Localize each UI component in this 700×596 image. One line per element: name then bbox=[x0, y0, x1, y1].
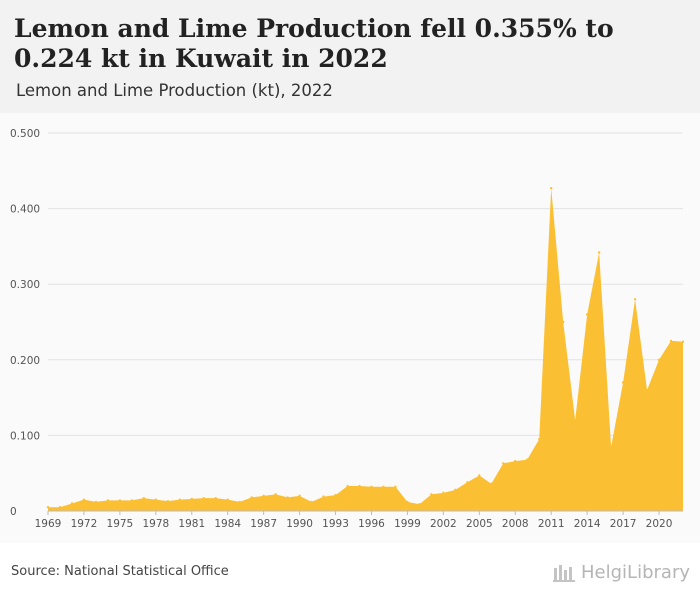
data-point bbox=[466, 481, 469, 484]
data-point bbox=[322, 495, 325, 498]
data-point bbox=[621, 381, 625, 384]
y-tick-label: 0.500 bbox=[10, 128, 40, 140]
data-point bbox=[130, 499, 134, 502]
data-point bbox=[94, 500, 98, 504]
data-point bbox=[406, 500, 409, 504]
data-point bbox=[82, 498, 86, 501]
y-tick-label: 0 bbox=[10, 506, 17, 518]
data-point bbox=[454, 488, 457, 492]
data-point bbox=[597, 251, 601, 254]
data-point bbox=[573, 419, 577, 422]
x-tick-label: 2014 bbox=[574, 518, 601, 530]
x-tick-label: 1990 bbox=[286, 518, 313, 530]
x-tick-label: 1987 bbox=[250, 518, 277, 530]
data-point bbox=[214, 496, 217, 500]
data-point bbox=[370, 485, 373, 489]
x-tick-label: 2011 bbox=[538, 518, 565, 530]
chart-area: 0 0.100 0.200 0.300 0.400 0.500 1969 1972 1975 19… bbox=[0, 113, 700, 543]
x-tick-label: 2017 bbox=[610, 518, 637, 530]
data-point bbox=[202, 496, 205, 500]
data-point bbox=[550, 186, 553, 190]
data-point bbox=[118, 499, 122, 502]
library-icon bbox=[553, 565, 576, 582]
data-point bbox=[430, 493, 433, 496]
data-point bbox=[609, 445, 613, 448]
brand-logo[interactable]: HelgiLibrary bbox=[553, 558, 690, 586]
header: Lemon and Lime Production fell 0.355% to… bbox=[0, 0, 700, 113]
page-title: Lemon and Lime Production fell 0.355% to… bbox=[14, 14, 614, 73]
data-point bbox=[178, 498, 181, 501]
data-point bbox=[442, 491, 445, 495]
footer: Source: National Statistical Office Helg… bbox=[0, 543, 700, 596]
x-tick-label: 1984 bbox=[214, 518, 241, 530]
data-point bbox=[490, 482, 493, 485]
data-point bbox=[681, 340, 685, 343]
data-point bbox=[346, 484, 349, 488]
data-point bbox=[46, 506, 50, 509]
data-point bbox=[645, 388, 649, 392]
data-point bbox=[70, 502, 74, 505]
data-point bbox=[298, 494, 301, 498]
chart-subtitle: Lemon and Lime Production (kt), 2022 bbox=[16, 81, 333, 100]
data-point bbox=[502, 462, 505, 465]
y-tick-label: 0.400 bbox=[10, 204, 40, 216]
data-point bbox=[262, 494, 265, 498]
y-tick-label: 0.300 bbox=[10, 279, 40, 291]
x-tick-label: 1975 bbox=[107, 518, 134, 530]
data-point bbox=[238, 500, 241, 504]
x-tick-label: 1972 bbox=[71, 518, 98, 530]
data-point bbox=[538, 437, 541, 441]
data-point bbox=[526, 458, 529, 461]
series-area bbox=[48, 188, 683, 512]
data-point bbox=[394, 485, 397, 489]
data-point bbox=[142, 496, 146, 500]
data-point bbox=[633, 298, 637, 301]
x-tick-label: 1978 bbox=[142, 518, 169, 530]
data-point bbox=[106, 499, 110, 502]
data-point bbox=[190, 497, 193, 501]
data-point bbox=[274, 493, 277, 496]
data-point bbox=[478, 474, 481, 477]
data-point bbox=[58, 506, 62, 509]
data-point bbox=[585, 313, 589, 316]
data-point bbox=[166, 499, 170, 503]
data-point bbox=[226, 498, 229, 501]
x-tick-label: 2008 bbox=[502, 518, 529, 530]
x-tick-label: 2005 bbox=[466, 518, 493, 530]
y-tick-label: 0.100 bbox=[10, 430, 40, 442]
x-tick-label: 1981 bbox=[178, 518, 205, 530]
data-point bbox=[286, 496, 289, 499]
y-tick-label: 0.200 bbox=[10, 355, 40, 367]
x-tick-label: 1996 bbox=[358, 518, 385, 530]
x-tick-label: 1969 bbox=[35, 518, 62, 530]
data-point bbox=[669, 339, 673, 343]
data-point bbox=[382, 485, 385, 489]
x-tick-label: 2002 bbox=[430, 518, 457, 530]
x-tick-label: 2020 bbox=[646, 518, 673, 530]
data-point bbox=[154, 498, 158, 501]
data-point bbox=[657, 358, 661, 361]
data-point bbox=[561, 320, 565, 324]
x-tick-label: 1993 bbox=[322, 518, 349, 530]
data-point bbox=[334, 493, 337, 497]
brand-name: HelgiLibrary bbox=[581, 561, 690, 583]
data-point bbox=[250, 496, 253, 499]
x-tick-label: 1999 bbox=[394, 518, 421, 530]
data-point bbox=[514, 459, 517, 463]
source-note: Source: National Statistical Office bbox=[11, 564, 229, 579]
data-point bbox=[358, 484, 361, 488]
data-point bbox=[418, 502, 421, 506]
data-point bbox=[310, 500, 313, 504]
area-chart: 0 0.100 0.200 0.300 0.400 0.500 1969 1972 1975 19… bbox=[10, 128, 685, 530]
